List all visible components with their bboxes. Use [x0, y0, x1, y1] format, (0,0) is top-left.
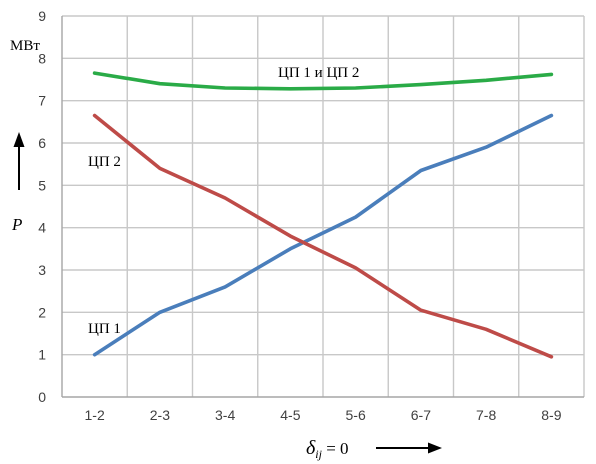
x-axis-arrow: [376, 442, 442, 454]
x-tick-label-7-8: 7-8: [476, 407, 496, 423]
y-axis-arrow: [13, 132, 25, 190]
y-tick-label-4: 4: [38, 220, 46, 236]
series-line-0: [92, 113, 554, 357]
x-tick-label-5-6: 5-6: [346, 407, 366, 423]
x-axis-subscript: ij: [315, 447, 322, 461]
x-tick-label-8-9: 8-9: [541, 407, 561, 423]
y-tick-label-7: 7: [38, 93, 46, 109]
x-tick-label-4-5: 4-5: [280, 407, 300, 423]
series-line-2: [92, 71, 554, 91]
y-tick-label-2: 2: [38, 304, 46, 320]
x-tick-label-2-3: 2-3: [150, 407, 170, 423]
x-tick-label-6-7: 6-7: [411, 407, 431, 423]
plot-frame: [61, 15, 585, 398]
y-tick-labels: 0 1 2 3 4 5 6 7 8 9: [38, 8, 46, 405]
x-axis-symbol: δ: [306, 437, 316, 459]
y-tick-label-1: 1: [38, 347, 46, 363]
x-axis-suffix: = 0: [322, 439, 349, 458]
y-tick-label-6: 6: [38, 135, 46, 151]
y-tick-label-8: 8: [38, 50, 46, 66]
y-axis-label: P: [11, 215, 22, 234]
x-tick-label-3-4: 3-4: [215, 407, 235, 423]
series-label-cp1-cp2: ЦП 1 и ЦП 2: [278, 65, 359, 81]
series-line-1: [92, 113, 554, 359]
series-label-cp2: ЦП 2: [88, 154, 121, 170]
y-tick-label-3: 3: [38, 262, 46, 278]
x-axis-label: δij = 0: [306, 437, 349, 461]
x-tick-labels: 1-2 2-3 3-4 4-5 5-6 6-7 7-8 8-9: [85, 407, 562, 423]
x-tick-label-1-2: 1-2: [85, 407, 105, 423]
y-tick-label-5: 5: [38, 177, 46, 193]
series-label-cp1: ЦП 1: [88, 321, 121, 337]
series-lines: [92, 71, 554, 359]
y-tick-label-0: 0: [38, 389, 46, 405]
y-tick-label-9: 9: [38, 8, 46, 24]
grid: [62, 16, 584, 397]
y-unit-label: МВт: [10, 38, 40, 54]
